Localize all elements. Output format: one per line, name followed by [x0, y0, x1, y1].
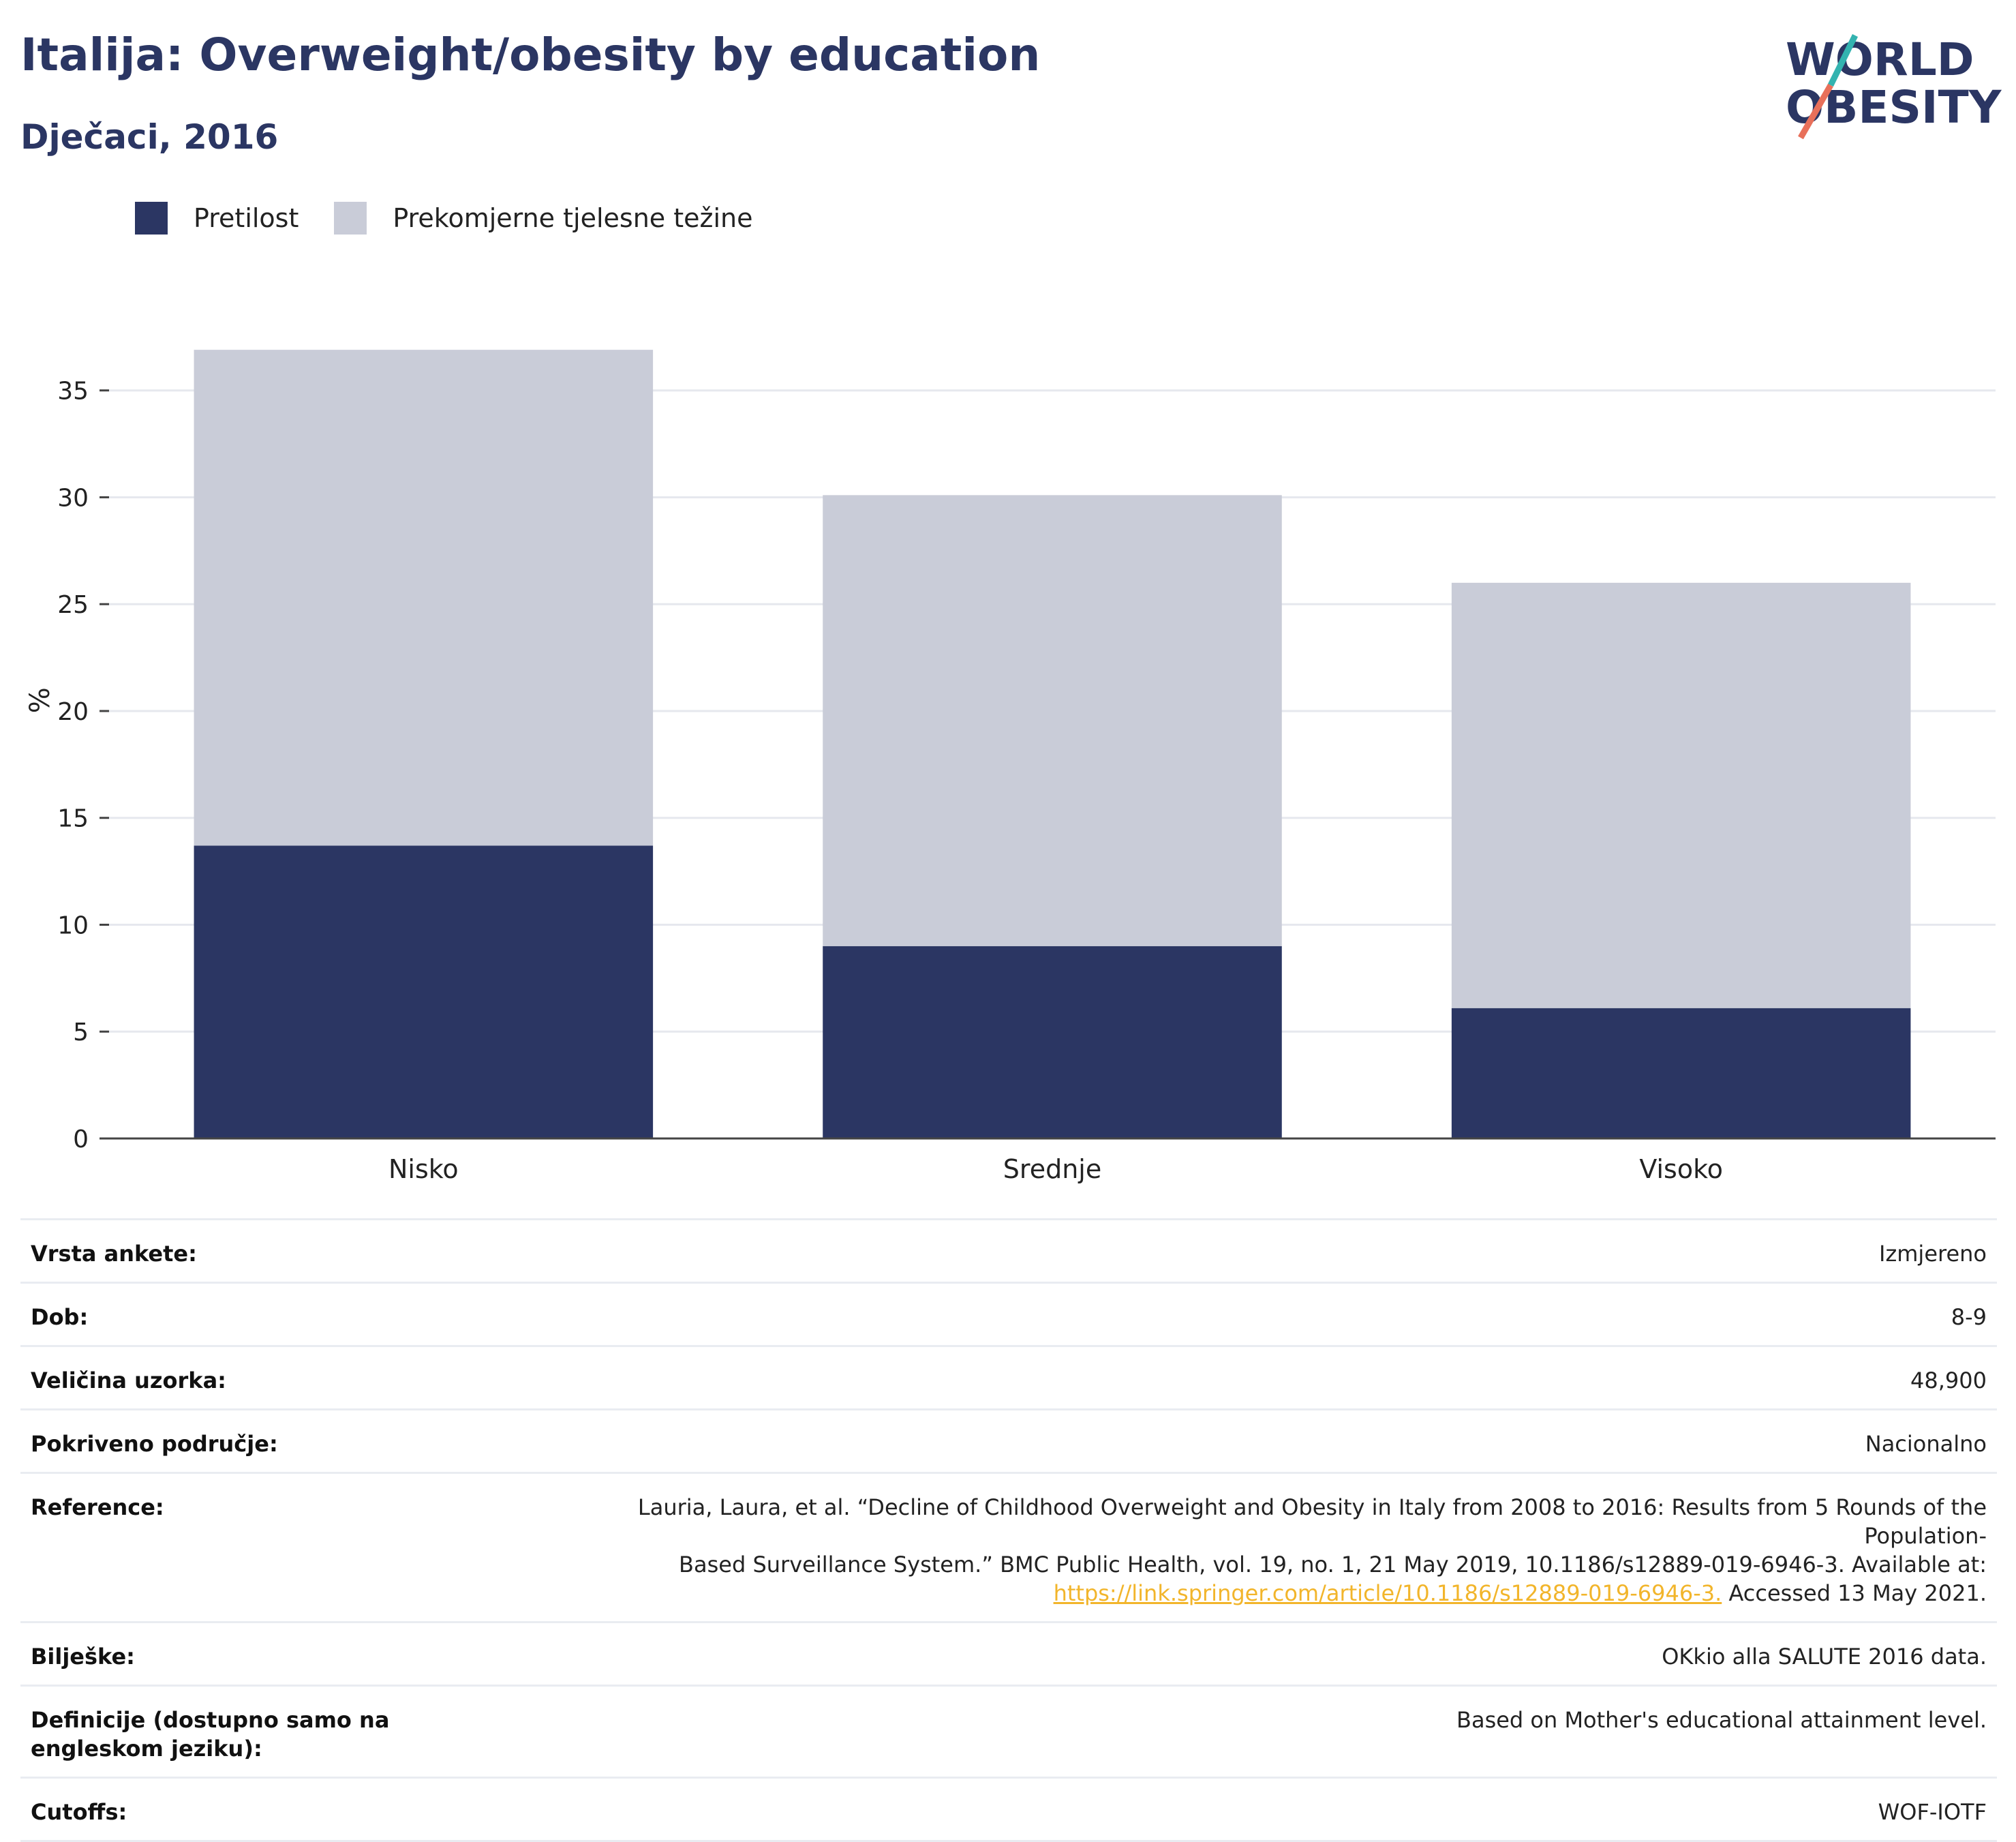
bar-pretilost-visoko[interactable]	[1451, 1008, 1911, 1138]
bar-pretilost-nisko[interactable]	[194, 845, 654, 1138]
chart-legend: Pretilost Prekomjerne tjelesne težine	[135, 202, 789, 235]
bar-chart: 0 5 10 15 20 25 30 35% Nisko Srednje Visoko	[25, 350, 1996, 1184]
y-tick-label: 35	[57, 378, 89, 406]
logo-line2: OBESITY	[1786, 81, 2002, 134]
reference-link[interactable]: https://link.springer.com/article/10.118…	[1053, 1580, 1722, 1606]
info-value: Based on Mother's educational attainment…	[1456, 1707, 1987, 1733]
info-row-coverage: Pokriveno područje: Nacionalno	[20, 1408, 1997, 1472]
y-axis-label: %	[25, 687, 56, 713]
reference-accessed: Accessed 13 May 2021.	[1722, 1580, 1987, 1606]
info-value: WOF-IOTF	[1878, 1799, 1987, 1825]
info-value: OKkio alla SALUTE 2016 data.	[1662, 1644, 1987, 1670]
legend-item-prekomjerne[interactable]: Prekomjerne tjelesne težine	[334, 202, 753, 235]
logo-slash-bottom	[1798, 83, 1833, 140]
legend-label-pretilost: Pretilost	[194, 203, 299, 233]
bar-prekomjerne-nisko[interactable]	[194, 350, 654, 846]
logo-slash-top	[1827, 34, 1859, 87]
info-label: Pokriveno područje:	[31, 1431, 278, 1457]
legend-item-pretilost[interactable]: Pretilost	[135, 202, 299, 235]
info-row-age: Dob: 8-9	[20, 1282, 1997, 1345]
reference-text-line2: Based Surveillance System.” BMC Public H…	[679, 1552, 1987, 1577]
y-tick-label: 20	[57, 698, 89, 726]
legend-swatch-prekomjerne	[334, 202, 367, 235]
y-tick-label: 10	[57, 911, 89, 939]
legend-swatch-pretilost	[135, 202, 168, 235]
info-table: Vrsta ankete: Izmjereno Dob: 8-9 Veličin…	[20, 1218, 1997, 1842]
info-label: Bilješke:	[31, 1644, 135, 1670]
x-tick-label: Srednje	[1003, 1154, 1101, 1184]
info-row-survey-type: Vrsta ankete: Izmjereno	[20, 1218, 1997, 1282]
x-tick-label: Visoko	[1639, 1154, 1723, 1184]
chart-title: Italija: Overweight/obesity by education	[20, 29, 1041, 81]
y-tick-label: 5	[73, 1018, 89, 1046]
y-tick-label: 0	[73, 1126, 89, 1153]
info-label: Dob:	[31, 1304, 89, 1330]
legend-label-prekomjerne: Prekomjerne tjelesne težine	[393, 203, 753, 233]
x-tick-label: Nisko	[388, 1154, 459, 1184]
info-value: 8-9	[1951, 1304, 1987, 1330]
info-row-cutoffs: Cutoffs: WOF-IOTF	[20, 1777, 1997, 1842]
chart-subtitle: Dječaci, 2016	[20, 117, 279, 157]
bar-prekomjerne-visoko[interactable]	[1451, 582, 1911, 1008]
info-row-reference: Reference: Lauria, Laura, et al. “Declin…	[20, 1472, 1997, 1621]
bar-pretilost-srednje[interactable]	[823, 946, 1282, 1138]
info-row-definitions: Definicije (dostupno samo na engleskom j…	[20, 1685, 1997, 1777]
y-tick-label: 30	[57, 484, 89, 512]
y-tick-label: 15	[57, 805, 89, 833]
reference-text-line1: Lauria, Laura, et al. “Decline of Childh…	[637, 1494, 1987, 1549]
info-label: Veličina uzorka:	[31, 1368, 226, 1393]
info-label: Vrsta ankete:	[31, 1241, 197, 1267]
info-label: Definicije (dostupno samo na engleskom j…	[31, 1707, 390, 1762]
logo-line1: WORLD	[1786, 33, 1974, 86]
info-value: 48,900	[1910, 1368, 1987, 1393]
info-label: Cutoffs:	[31, 1799, 127, 1825]
world-obesity-logo: WORLD OBESITY	[1786, 33, 2002, 140]
y-tick-label: 25	[57, 591, 89, 619]
bar-prekomjerne-srednje[interactable]	[823, 495, 1282, 946]
info-value-reference: Lauria, Laura, et al. “Decline of Childh…	[521, 1493, 1987, 1607]
info-value: Izmjereno	[1879, 1241, 1987, 1267]
info-value: Nacionalno	[1865, 1431, 1987, 1457]
info-label: Reference:	[31, 1494, 164, 1520]
info-row-sample-size: Veličina uzorka: 48,900	[20, 1345, 1997, 1408]
info-row-notes: Bilješke: OKkio alla SALUTE 2016 data.	[20, 1621, 1997, 1685]
